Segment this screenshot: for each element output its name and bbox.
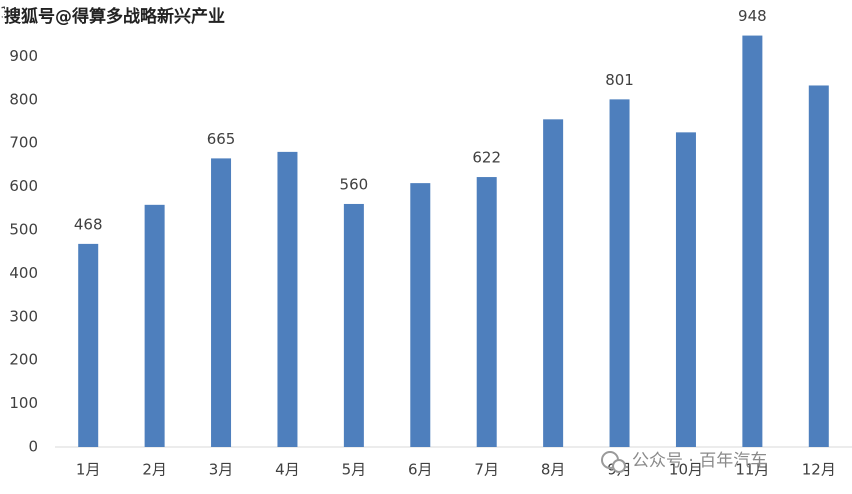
y-tick-label: 700 — [9, 134, 38, 152]
data-label: 801 — [605, 71, 634, 89]
data-label: 948 — [738, 7, 767, 25]
x-tick-label: 1月 — [76, 461, 101, 479]
bar — [211, 158, 232, 447]
x-tick-label: 12月 — [802, 461, 836, 479]
y-tick-label: 1000 — [0, 4, 38, 22]
bar — [343, 203, 364, 447]
x-tick-label: 3月 — [209, 461, 234, 479]
y-tick-label: 500 — [9, 221, 38, 239]
x-tick-label: 4月 — [275, 461, 300, 479]
data-label: 468 — [74, 215, 103, 233]
x-tick-label: 5月 — [342, 461, 367, 479]
data-label: 560 — [340, 175, 369, 193]
x-tick-label: 8月 — [541, 461, 566, 479]
bar — [144, 204, 165, 447]
x-tick-label: 7月 — [474, 461, 499, 479]
bar — [609, 99, 630, 447]
x-tick-label: 6月 — [408, 461, 433, 479]
bar — [543, 119, 564, 447]
data-label: 665 — [207, 130, 236, 148]
bar — [277, 151, 298, 447]
data-label: 622 — [472, 149, 501, 167]
bar — [808, 85, 829, 447]
x-tick-label: 11月 — [735, 461, 769, 479]
y-tick-label: 100 — [9, 394, 38, 412]
bar — [410, 183, 431, 448]
y-tick-label: 600 — [9, 177, 38, 195]
watermark: 搜狐号@得算多战略新兴产业 — [4, 6, 225, 27]
plot: 0 100 200 300 400 500 600 700 800 900 1000 1月 468 2月 3… — [0, 4, 852, 479]
y-tick-label: 300 — [9, 307, 38, 325]
bar — [78, 243, 99, 447]
y-tick-label: 400 — [9, 264, 38, 282]
x-tick-label: 10月 — [669, 461, 703, 479]
bar — [742, 35, 763, 448]
bar — [476, 177, 497, 447]
y-tick-label: 0 — [28, 438, 38, 456]
y-tick-label: 200 — [9, 351, 38, 369]
watermark-icon — [601, 451, 626, 473]
x-tick-label: 2月 — [142, 461, 167, 479]
y-tick-label: 800 — [9, 90, 38, 108]
watermark: 公众号 · 百年汽车 — [632, 451, 767, 471]
bar — [675, 132, 696, 447]
y-tick-label: 900 — [9, 47, 38, 65]
